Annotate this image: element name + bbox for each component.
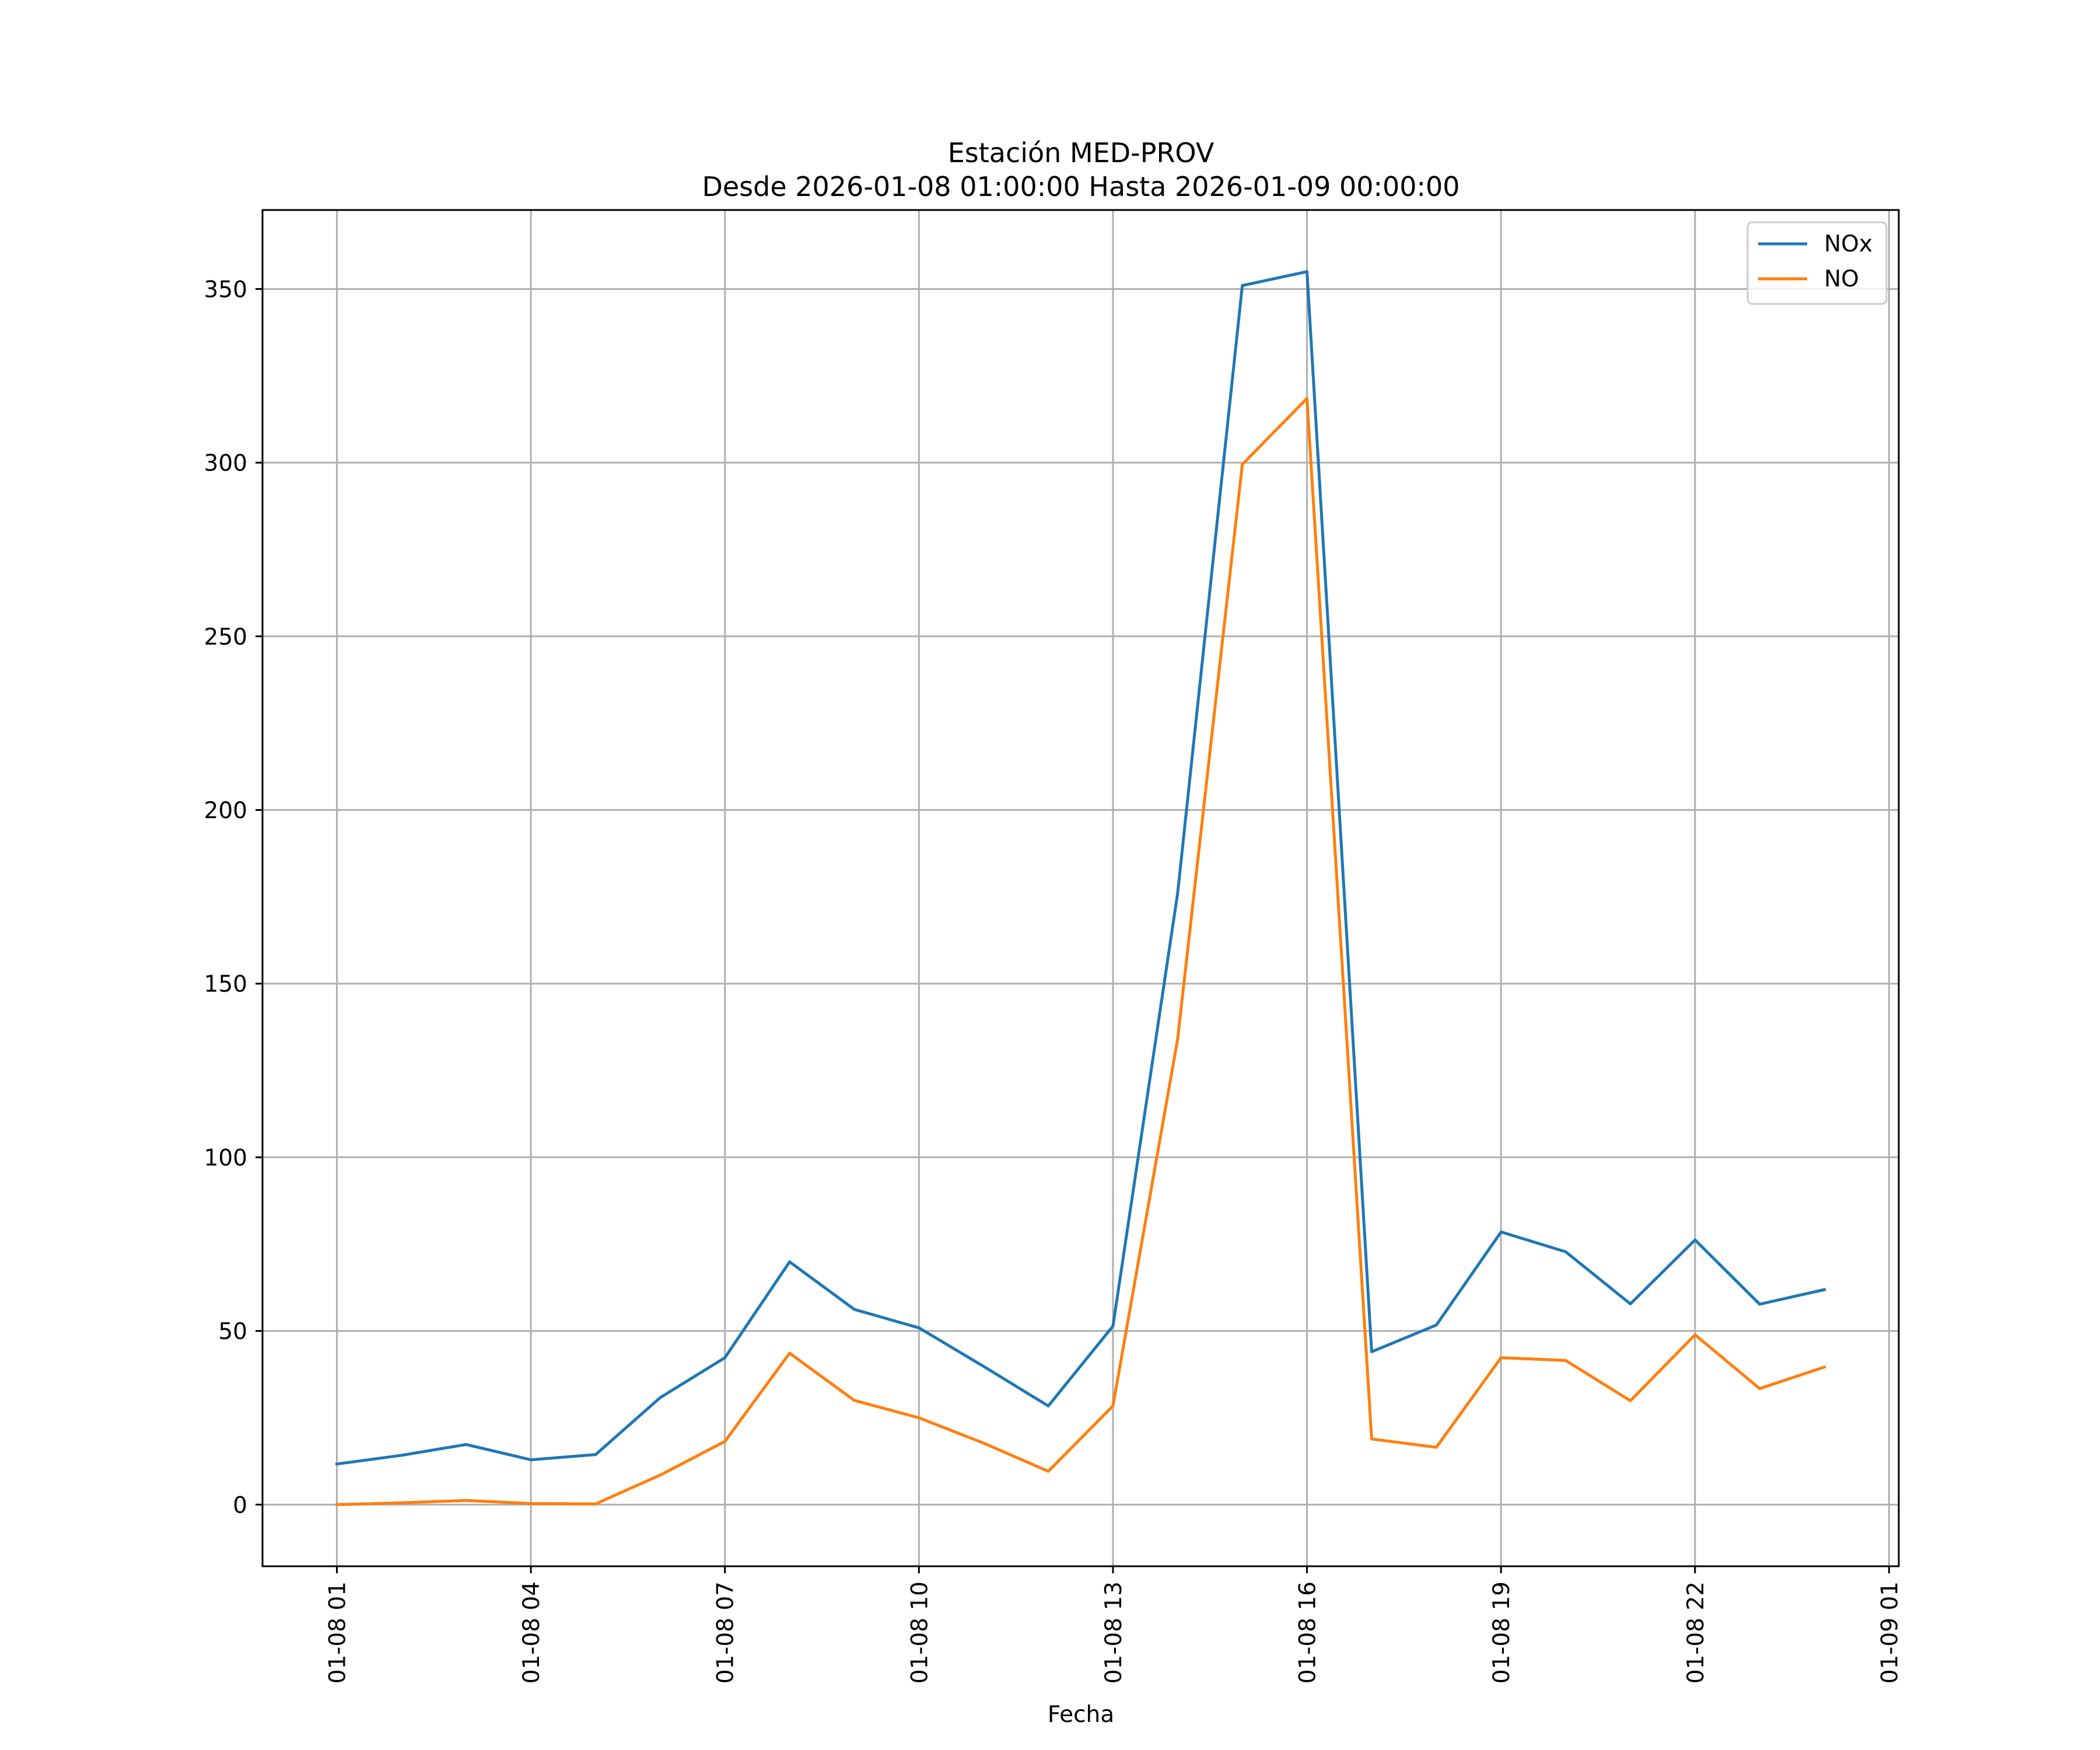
series-line-no [335,397,1826,1506]
x-tick-label: 01-08 13 [1101,1581,1127,1684]
plot-area-frame [261,209,1900,1567]
y-tick-label: 100 [204,1145,247,1171]
x-tick-label: 01-09 01 [1877,1581,1903,1684]
x-tick-label: 01-08 16 [1295,1581,1321,1684]
x-tick-label: 01-08 19 [1489,1581,1515,1684]
series-lines [335,270,1826,1506]
grid [262,210,1899,1566]
x-tick-label: 01-08 22 [1683,1581,1709,1684]
y-tick-label: 200 [204,798,247,824]
legend: NOx NO [1746,221,1888,305]
x-tick-label: 01-08 10 [907,1581,933,1684]
axis-ticks: 0 50 100 150 200 250 300 350 01-08 01 01-08 04 01-… [204,276,1903,1684]
y-tick-label: 50 [218,1319,247,1345]
x-tick-label: 01-08 04 [519,1581,545,1684]
y-tick-label: 300 [204,450,247,477]
y-tick-label: 150 [204,971,247,998]
y-tick-label: 250 [204,624,247,650]
legend-label-no: NO [1824,266,1859,292]
x-tick-label: 01-08 01 [325,1581,351,1684]
series-line-nox [335,270,1826,1466]
chart-subtitle: Desde 2026-01-08 01:00:00 Hasta 2026-01-… [702,171,1460,202]
y-tick-label: 0 [233,1492,247,1518]
legend-label-nox: NOx [1824,231,1873,257]
x-axis-label: Fecha [1048,1702,1114,1728]
x-tick-label: 01-08 07 [713,1581,739,1684]
y-tick-label: 350 [204,276,247,303]
chart-title: Estación MED-PROV [948,137,1214,169]
